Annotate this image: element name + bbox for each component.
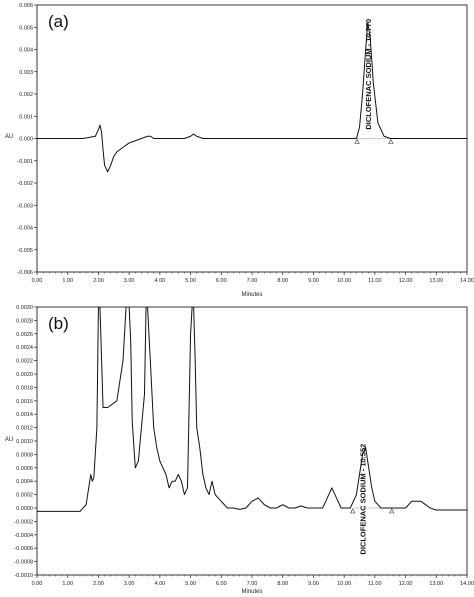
peak-label: DICLOFENAC SODIUM - 10.770 — [364, 19, 373, 130]
y-axis-label: AU — [5, 437, 13, 443]
x-tick-label: 12.00 — [399, 581, 413, 587]
y-tick-label: -0.002 — [17, 181, 33, 187]
y-tick-label: 0.0016 — [16, 399, 33, 405]
x-tick-label: 6.00 — [216, 278, 227, 284]
series-line-0 — [37, 307, 467, 512]
chart-panel-1: -0.0010-0.0008-0.0006-0.0004-0.00020.000… — [5, 305, 474, 595]
x-tick-label: 9.00 — [308, 278, 319, 284]
x-tick-label: 5.00 — [185, 278, 196, 284]
y-tick-label: 0.0008 — [16, 452, 33, 458]
x-tick-label: 2.00 — [93, 581, 104, 587]
y-tick-label: 0.000 — [19, 137, 33, 143]
y-tick-label: 0.0014 — [16, 412, 33, 418]
x-axis-label: Minutes — [241, 292, 262, 298]
y-tick-label: -0.003 — [17, 203, 33, 209]
y-tick-label: -0.0010 — [14, 573, 33, 579]
x-tick-label: 11.00 — [368, 278, 381, 284]
y-tick-label: -0.0008 — [14, 560, 33, 566]
x-tick-label: 5.00 — [185, 581, 196, 587]
x-tick-label: 2.00 — [93, 278, 104, 284]
y-tick-label: 0.005 — [19, 25, 33, 31]
y-tick-label: 0.0022 — [16, 359, 33, 365]
series-line-0 — [37, 22, 467, 173]
x-tick-label: 3.00 — [124, 581, 135, 587]
chart-panel-0: -0.006 -0.005 -0.004 -0.003 -0.002 -0.001 0.00… — [5, 3, 474, 298]
y-tick-label: 0.0006 — [16, 466, 33, 472]
baseline-marker — [354, 138, 360, 144]
y-tick-label: -0.004 — [17, 226, 33, 232]
y-tick-label: -0.001 — [17, 159, 33, 165]
x-tick-label: 8.00 — [277, 278, 288, 284]
x-tick-label: 9.00 — [308, 581, 319, 587]
baseline-marker — [389, 508, 395, 514]
x-tick-label: 4.00 — [154, 581, 165, 587]
x-tick-label: 14.00 — [460, 278, 474, 284]
x-tick-label: 7.00 — [247, 581, 258, 587]
y-tick-label: 0.0002 — [16, 493, 33, 499]
y-tick-label: 0.0000 — [16, 506, 33, 512]
y-tick-label: 0.0020 — [16, 372, 33, 378]
y-tick-label: 0.0010 — [16, 439, 33, 445]
x-tick-label: 8.00 — [277, 581, 288, 587]
y-tick-label: 0.0030 — [16, 305, 33, 311]
y-tick-label: -0.006 — [17, 270, 33, 276]
x-tick-label: 13.00 — [429, 278, 443, 284]
x-tick-label: 6.00 — [216, 581, 227, 587]
x-tick-label: 0.00 — [32, 278, 43, 284]
x-tick-label: 3.00 — [124, 278, 135, 284]
x-tick-label: 10.00 — [337, 581, 351, 587]
y-tick-label: 0.0012 — [16, 426, 33, 432]
peak-label: DICLOFENAC SODIUM - 10.552 — [359, 444, 368, 555]
y-axis-label: AU — [5, 134, 13, 140]
panel-label: (a) — [48, 12, 69, 31]
y-tick-label: 0.003 — [19, 70, 33, 76]
y-tick-label: 0.0004 — [16, 479, 33, 485]
y-tick-label: -0.005 — [17, 248, 33, 254]
y-tick-label: 0.0026 — [16, 332, 33, 338]
y-tick-label: 0.004 — [19, 48, 33, 54]
x-tick-label: 14.00 — [460, 581, 474, 587]
y-tick-label: -0.0002 — [14, 519, 33, 525]
y-tick-label: 0.0018 — [16, 385, 33, 391]
y-tick-label: 0.002 — [19, 92, 33, 98]
y-tick-label: 0.001 — [19, 114, 33, 120]
x-tick-label: 10.00 — [337, 278, 351, 284]
panel-label: (b) — [48, 314, 69, 333]
y-tick-label: -0.0004 — [14, 533, 33, 539]
baseline-marker — [388, 138, 394, 144]
x-tick-label: 0.00 — [32, 581, 43, 587]
x-tick-label: 1.00 — [62, 581, 73, 587]
x-tick-label: 11.00 — [368, 581, 381, 587]
x-tick-label: 1.00 — [62, 278, 73, 284]
y-tick-label: 0.0024 — [16, 345, 33, 351]
x-tick-label: 13.00 — [429, 581, 443, 587]
x-axis-label: Minutes — [241, 589, 262, 595]
x-tick-label: 4.00 — [154, 278, 165, 284]
baseline-marker — [350, 508, 356, 514]
y-tick-label: 0.006 — [19, 3, 33, 9]
y-tick-label: -0.0006 — [14, 546, 33, 552]
y-tick-label: 0.0028 — [16, 318, 33, 324]
x-tick-label: 12.00 — [399, 278, 413, 284]
x-tick-label: 7.00 — [247, 278, 258, 284]
